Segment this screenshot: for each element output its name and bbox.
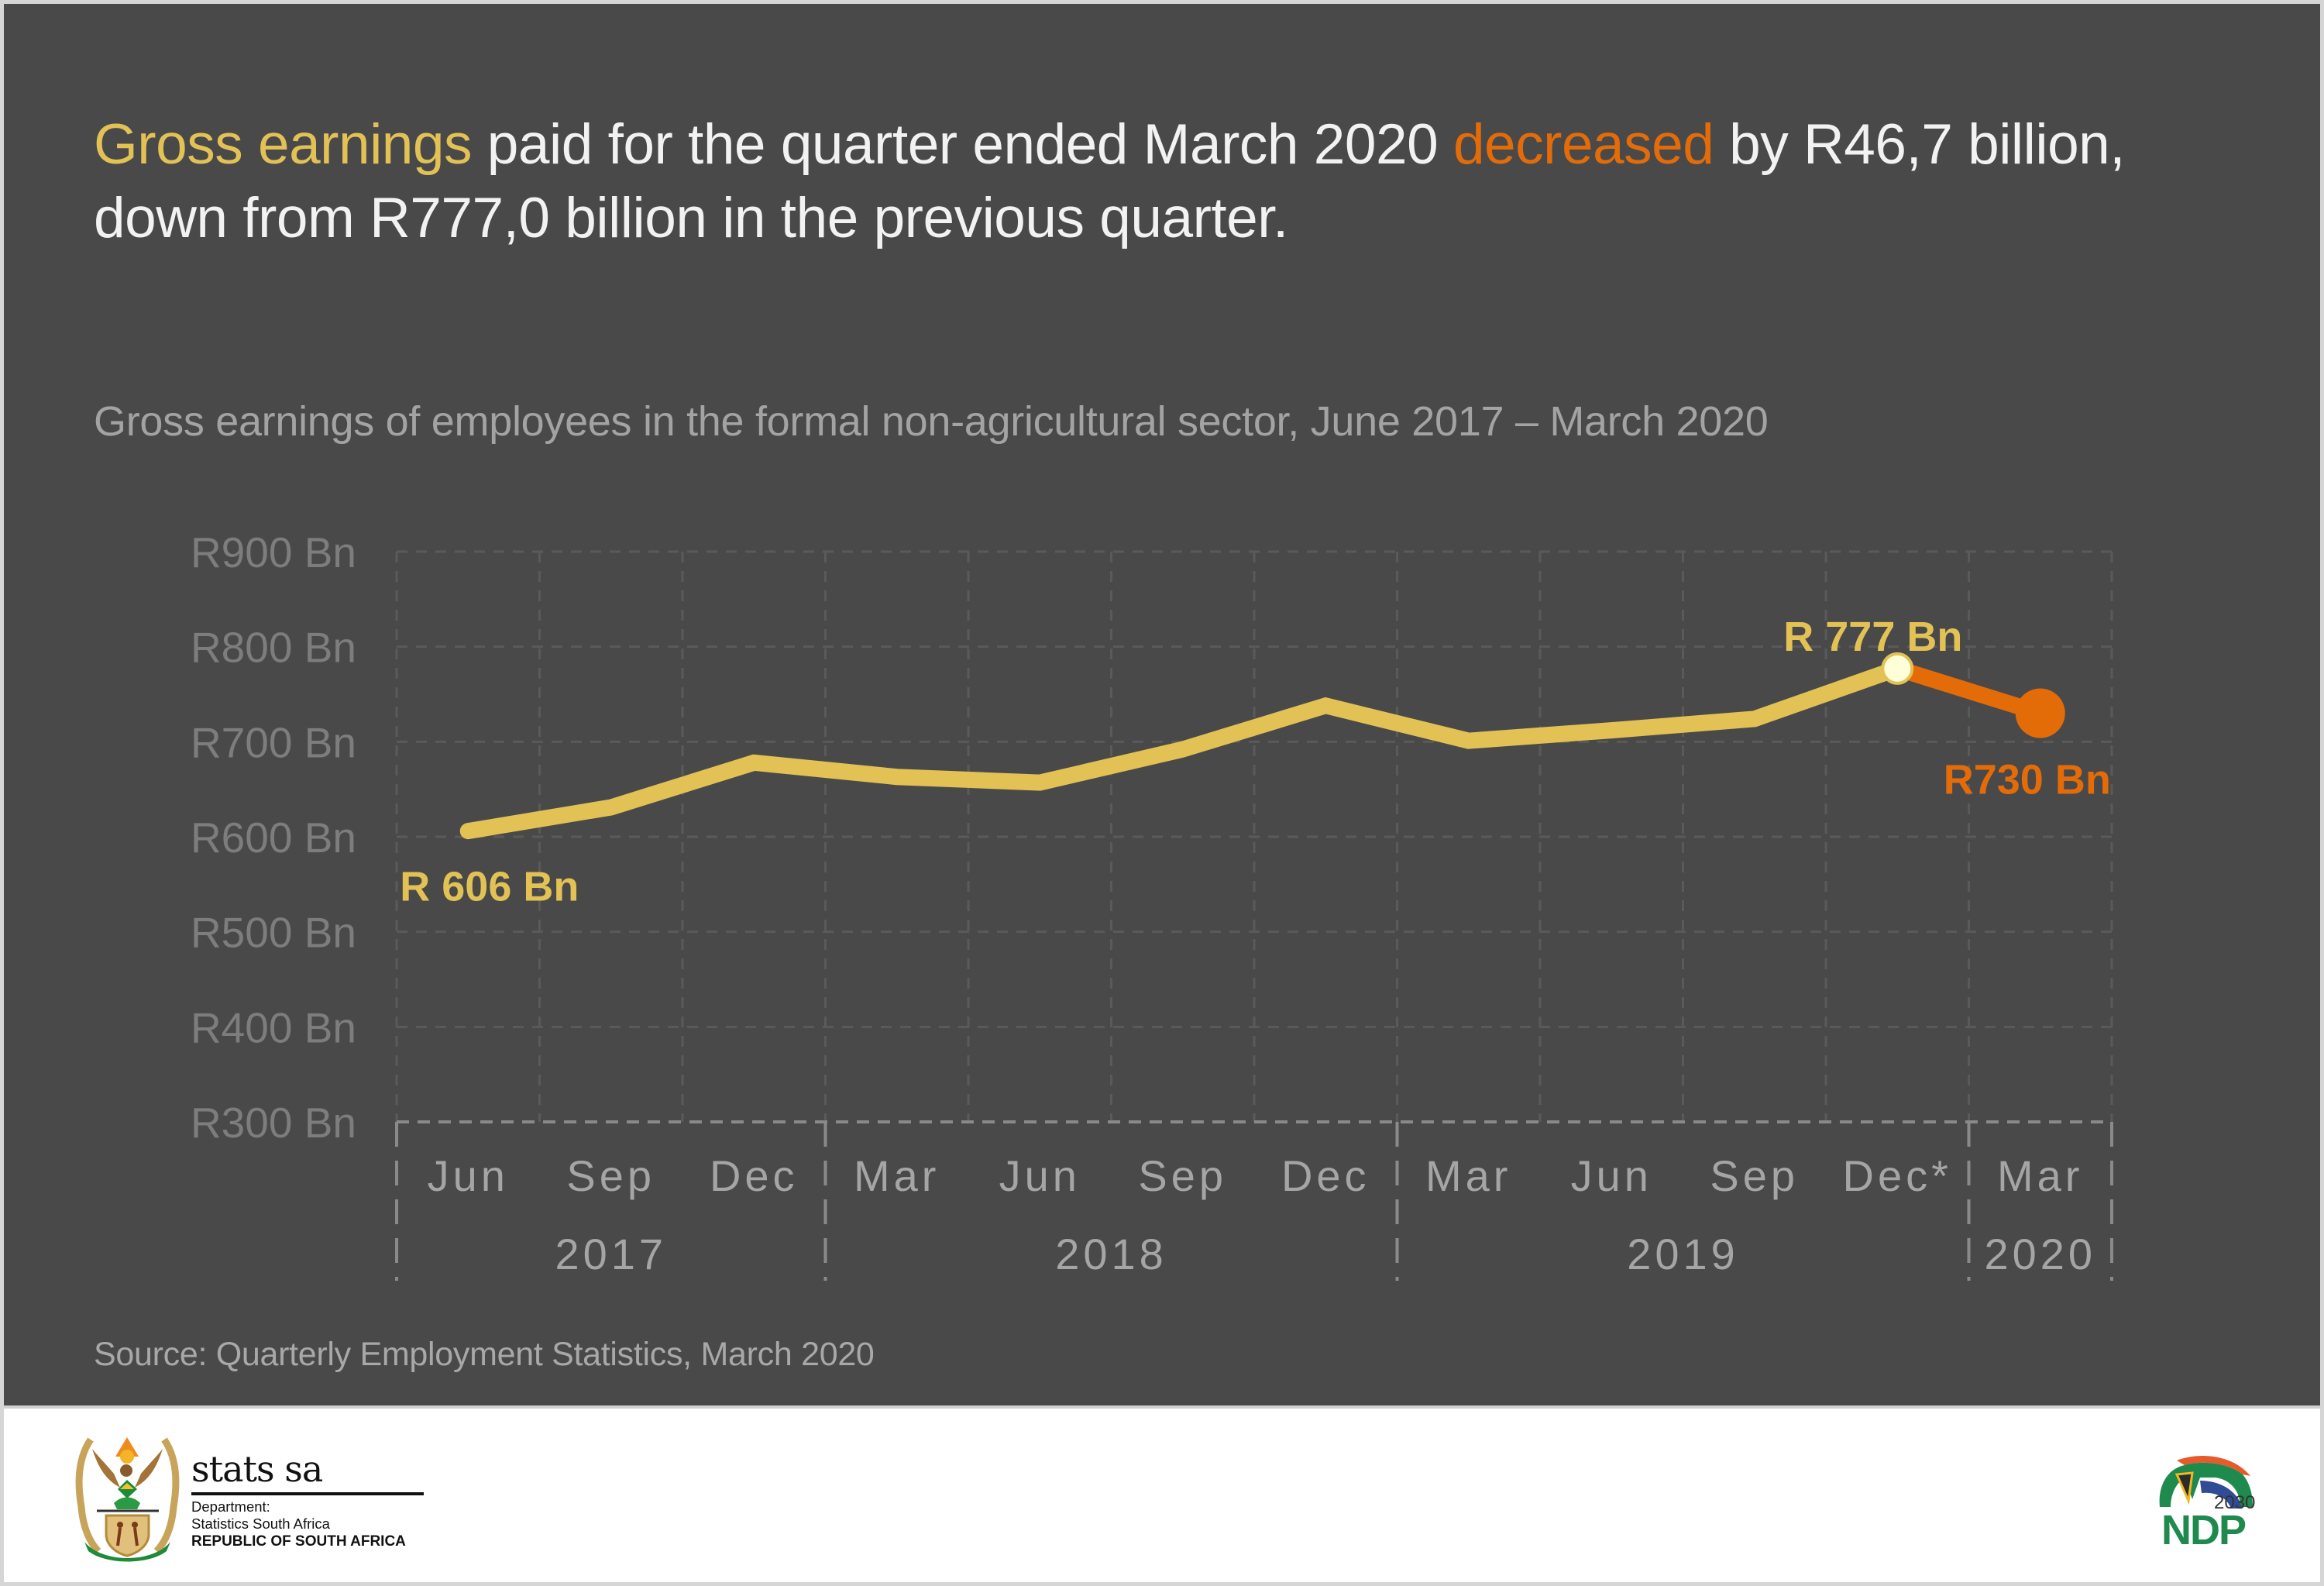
- headline-line-1: Gross earnings paid for the quarter ende…: [94, 116, 2302, 173]
- x-tick-label: Sep: [1138, 1151, 1227, 1200]
- x-tick-label: Jun: [428, 1151, 509, 1200]
- x-tick-label: Mar: [1997, 1151, 2083, 1200]
- data-label: R730 Bn: [1944, 757, 2111, 803]
- grid: [395, 550, 2113, 1122]
- y-tick-label: R800 Bn: [191, 624, 356, 672]
- headline-text-end: by R46,7 billion,: [1714, 113, 2126, 176]
- x-tick-label: Jun: [1571, 1151, 1652, 1200]
- footer-divider: [4, 1405, 2320, 1409]
- data-label: R 606 Bn: [400, 864, 579, 910]
- x-tick-label: Sep: [566, 1151, 655, 1200]
- year-label: 2018: [1055, 1230, 1167, 1278]
- data-label: R 777 Bn: [1783, 614, 1962, 660]
- x-tick-label: Mar: [1425, 1151, 1511, 1200]
- x-tick-label: Dec: [1281, 1151, 1370, 1200]
- logo-rule: [191, 1492, 424, 1495]
- y-tick-label: R400 Bn: [191, 1003, 356, 1051]
- stats-sa-logo-text: stats sa: [191, 1448, 323, 1490]
- line-chart: R900 Bn R800 Bn R700 Bn R600 Bn R500 Bn R400 …: [191, 528, 2113, 1281]
- x-tick-label: Mar: [854, 1151, 940, 1200]
- source-note: Source: Quarterly Employment Statistics,…: [94, 1336, 875, 1373]
- ndp-2030-logo: 2030 NDP: [2159, 1456, 2255, 1550]
- series: [459, 652, 2065, 840]
- x-axis: Jun Sep Dec Mar Jun Sep Dec Mar Jun Sep Dec* Mar 201…: [395, 1120, 2113, 1281]
- y-tick-label: R600 Bn: [191, 814, 356, 862]
- y-tick-label: R700 Bn: [191, 718, 356, 766]
- y-axis-labels: R900 Bn R800 Bn R700 Bn R600 Bn R500 Bn R400 …: [191, 528, 356, 1147]
- data-point-marker: [1881, 652, 1914, 685]
- department-label: Department:: [191, 1498, 270, 1515]
- y-tick-label: R900 Bn: [191, 528, 356, 576]
- series-line-orange: [1895, 660, 2043, 721]
- infographic: Gross earnings paid for the quarter ende…: [4, 4, 2320, 1582]
- data-point-marker: [2015, 688, 2065, 738]
- country-name: REPUBLIC OF SOUTH AFRICA: [191, 1533, 406, 1550]
- ndp-year: 2030: [2214, 1492, 2255, 1513]
- headline-highlight-decreased: decreased: [1452, 113, 1714, 176]
- ndp-label: NDP: [2161, 1507, 2246, 1550]
- chart-title: Gross earnings of employees in the forma…: [94, 398, 1769, 445]
- year-label: 2017: [555, 1230, 667, 1278]
- y-tick-label: R300 Bn: [191, 1099, 356, 1147]
- x-tick-label: Sep: [1710, 1151, 1799, 1200]
- coat-of-arms-logo: [75, 1437, 180, 1562]
- headline-highlight-gross-earnings: Gross earnings: [94, 113, 473, 176]
- annotations: R 606 Bn R 777 Bn R730 Bn: [400, 614, 2111, 910]
- y-tick-label: R500 Bn: [191, 909, 356, 957]
- x-tick-label: Dec: [710, 1151, 799, 1200]
- department-name: Statistics South Africa: [191, 1515, 330, 1532]
- x-tick-label: Dec*: [1843, 1151, 1952, 1200]
- year-label: 2020: [1984, 1230, 2096, 1278]
- x-tick-label: Jun: [999, 1151, 1081, 1200]
- year-label: 2019: [1627, 1230, 1739, 1278]
- headline-text: paid for the quarter ended March 2020: [472, 113, 1453, 176]
- headline-line-2: down from R777,0 billion in the previous…: [94, 187, 1288, 249]
- dark-panel: Gross earnings paid for the quarter ende…: [4, 4, 2320, 1405]
